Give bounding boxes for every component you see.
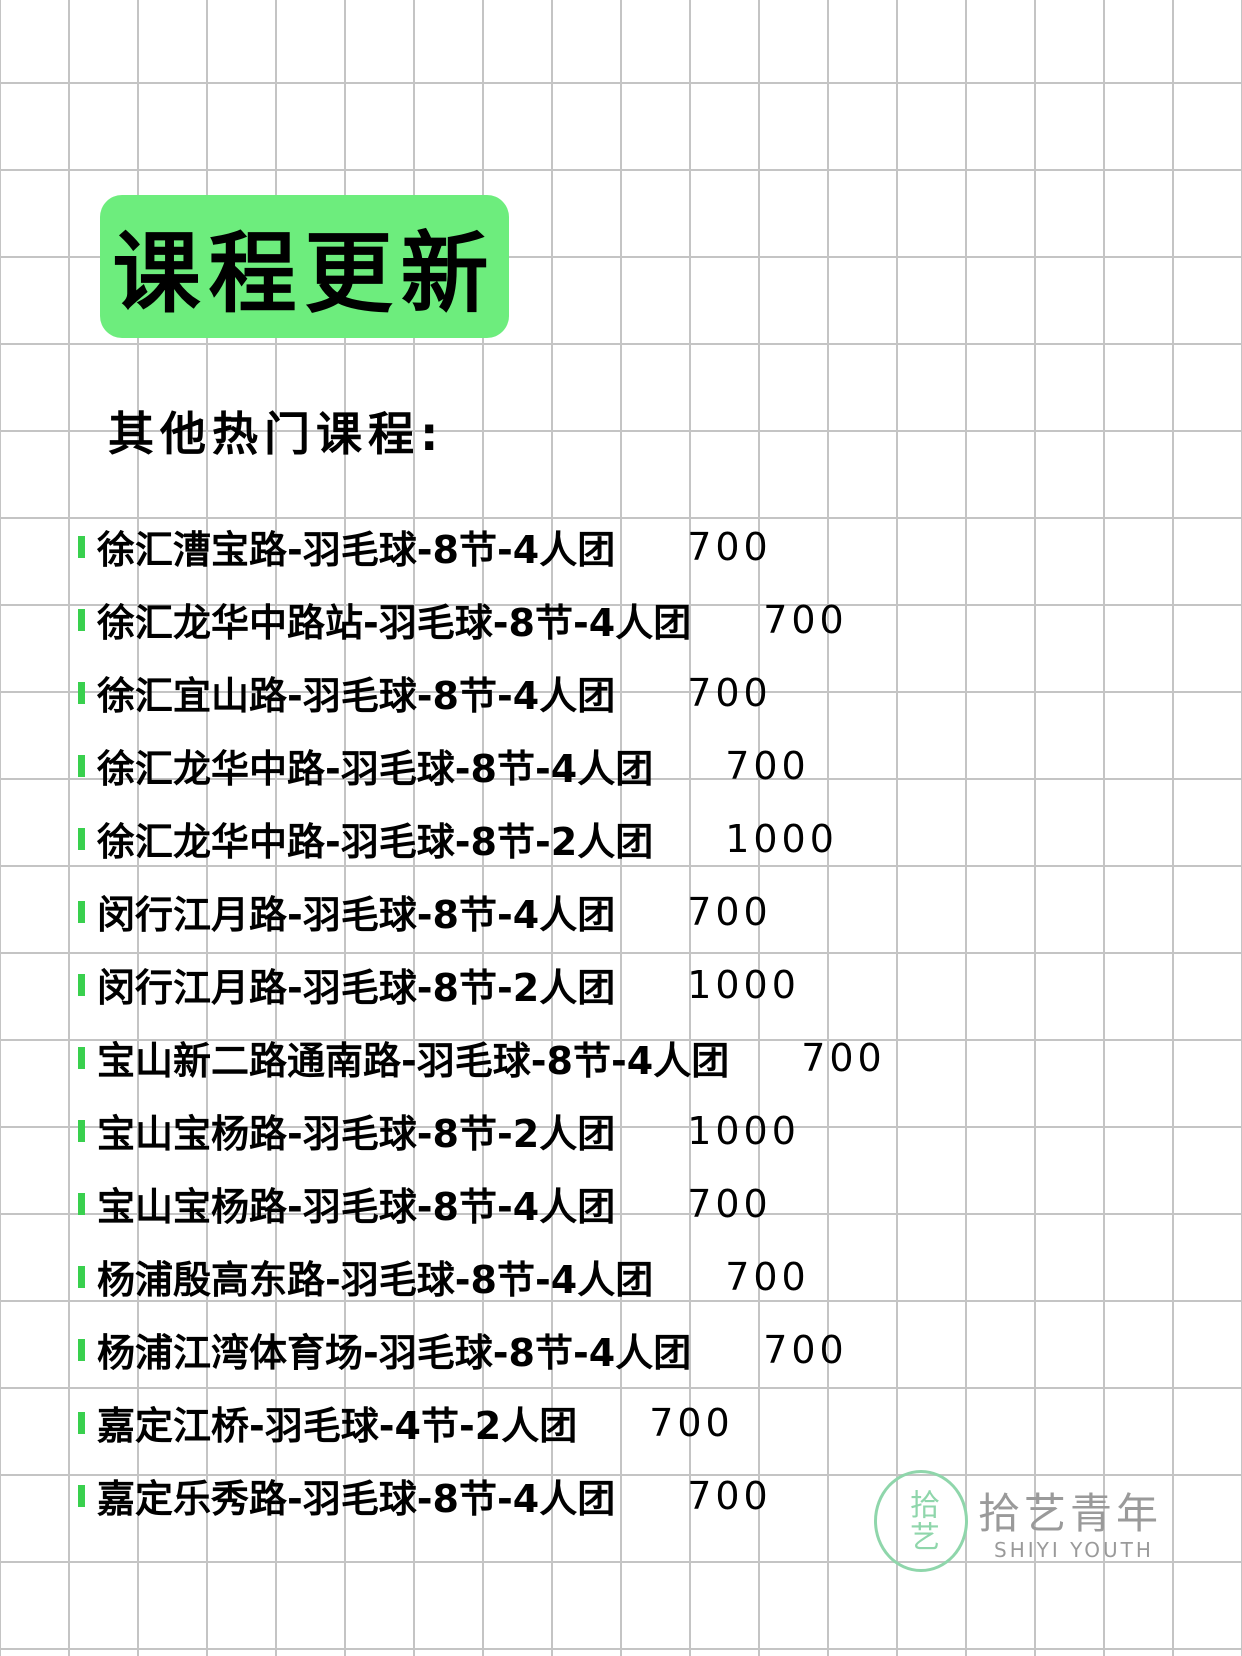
bullet [78, 1046, 85, 1069]
course-name: 闵行江月路-羽毛球-8节-2人团 [97, 966, 616, 1010]
course-price: 700 [649, 1400, 734, 1445]
course-price: 700 [801, 1035, 886, 1080]
course-row: 嘉定江桥-羽毛球-4节-2人团 700 [78, 1386, 886, 1459]
course-row: 宝山宝杨路-羽毛球-8节-4人团 700 [78, 1167, 886, 1240]
course-price: 1000 [725, 816, 838, 861]
course-row: 闵行江月路-羽毛球-8节-4人团 700 [78, 875, 886, 948]
course-name: 宝山新二路通南路-羽毛球-8节-4人团 [97, 1039, 730, 1083]
course-price: 700 [763, 1327, 848, 1372]
watermark-english: SHIYI YOUTH [994, 1538, 1154, 1562]
course-row: 杨浦江湾体育场-羽毛球-8节-4人团 700 [78, 1313, 886, 1386]
course-list: 徐汇漕宝路-羽毛球-8节-4人团 700 徐汇龙华中路站-羽毛球-8节-4人团 700… [78, 510, 886, 1532]
bullet [78, 1119, 85, 1142]
course-price: 700 [725, 743, 810, 788]
course-price: 700 [687, 524, 772, 569]
course-name: 徐汇龙华中路站-羽毛球-8节-4人团 [97, 601, 692, 645]
course-row: 徐汇宜山路-羽毛球-8节-4人团 700 [78, 656, 886, 729]
course-name: 嘉定江桥-羽毛球-4节-2人团 [97, 1404, 578, 1448]
course-name: 宝山宝杨路-羽毛球-8节-4人团 [97, 1185, 616, 1229]
course-row: 徐汇龙华中路站-羽毛球-8节-4人团 700 [78, 583, 886, 656]
bullet [78, 1411, 85, 1434]
course-name: 徐汇漕宝路-羽毛球-8节-4人团 [97, 528, 616, 572]
course-price: 1000 [687, 1108, 800, 1153]
course-price: 700 [687, 1473, 772, 1518]
course-price: 700 [687, 1181, 772, 1226]
bullet [78, 1338, 85, 1361]
course-row: 闵行江月路-羽毛球-8节-2人团 1000 [78, 948, 886, 1021]
course-row: 嘉定乐秀路-羽毛球-8节-4人团 700 [78, 1459, 886, 1532]
title: 课程更新 [100, 195, 509, 338]
course-price: 700 [763, 597, 848, 642]
watermark-name: 拾艺青年 [978, 1489, 1163, 1538]
bullet [78, 1484, 85, 1507]
course-name: 徐汇龙华中路-羽毛球-8节-2人团 [97, 820, 654, 864]
bullet [78, 973, 85, 996]
course-row: 宝山新二路通南路-羽毛球-8节-4人团 700 [78, 1021, 886, 1094]
bullet [78, 1192, 85, 1215]
course-price: 700 [687, 670, 772, 715]
course-row: 宝山宝杨路-羽毛球-8节-2人团 1000 [78, 1094, 886, 1167]
course-row: 杨浦殷高东路-羽毛球-8节-4人团 700 [78, 1240, 886, 1313]
course-row: 徐汇龙华中路-羽毛球-8节-4人团 700 [78, 729, 886, 802]
subtitle: 其他热门课程: [108, 407, 445, 461]
course-price: 700 [687, 889, 772, 934]
watermark-logo: 拾艺 [874, 1470, 968, 1572]
course-name: 徐汇宜山路-羽毛球-8节-4人团 [97, 674, 616, 718]
bullet [78, 1265, 85, 1288]
bullet [78, 608, 85, 631]
course-price: 1000 [687, 962, 800, 1007]
course-row: 徐汇漕宝路-羽毛球-8节-4人团 700 [78, 510, 886, 583]
course-name: 嘉定乐秀路-羽毛球-8节-4人团 [97, 1477, 616, 1521]
course-name: 宝山宝杨路-羽毛球-8节-2人团 [97, 1112, 616, 1156]
bullet [78, 827, 85, 850]
course-name: 徐汇龙华中路-羽毛球-8节-4人团 [97, 747, 654, 791]
course-name: 杨浦殷高东路-羽毛球-8节-4人团 [97, 1258, 654, 1302]
bullet [78, 754, 85, 777]
course-name: 杨浦江湾体育场-羽毛球-8节-4人团 [97, 1331, 692, 1375]
bullet [78, 535, 85, 558]
course-price: 700 [725, 1254, 810, 1299]
bullet [78, 681, 85, 704]
course-name: 闵行江月路-羽毛球-8节-4人团 [97, 893, 616, 937]
course-row: 徐汇龙华中路-羽毛球-8节-2人团 1000 [78, 802, 886, 875]
bullet [78, 900, 85, 923]
